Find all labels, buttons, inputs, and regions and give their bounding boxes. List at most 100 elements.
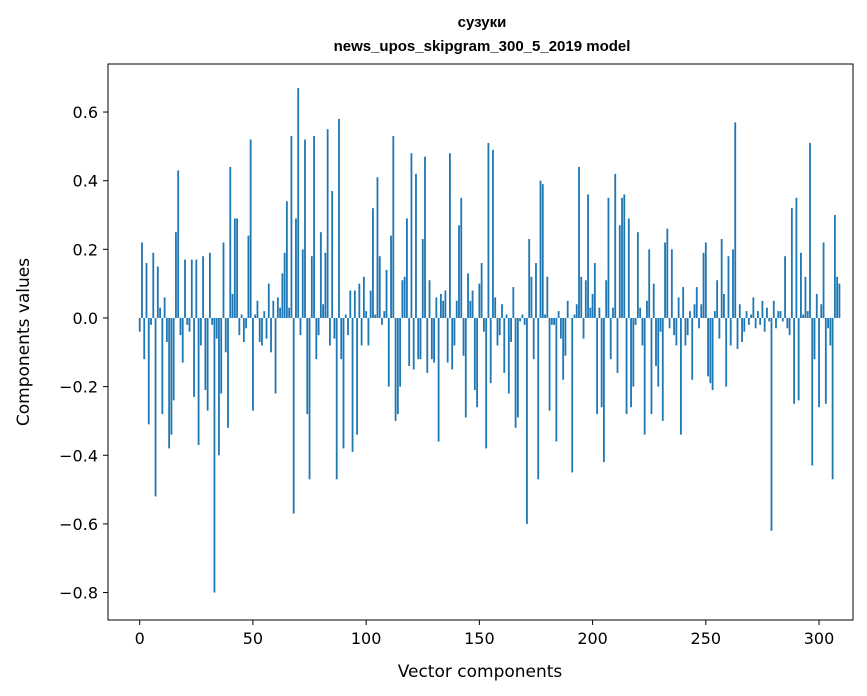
bar [677,297,680,318]
bar [236,218,238,318]
bar [800,252,802,318]
bar [220,317,223,394]
bar [156,266,159,318]
bar [141,242,143,318]
bar [267,283,270,318]
bar [186,317,189,325]
bar [596,317,599,415]
bar [732,249,734,318]
bar [417,317,420,360]
bar [401,280,404,318]
bar [684,317,687,346]
bar [292,317,295,514]
bar [539,180,542,318]
bar [734,122,737,318]
bar [356,317,358,435]
bar [412,317,415,370]
bar [329,317,331,346]
bar [464,317,467,418]
bar [575,304,578,318]
bar [747,317,750,325]
bar [467,273,469,318]
bar [668,317,671,329]
bar [680,317,682,435]
bar [213,317,216,593]
bar [224,317,227,353]
bar [270,317,272,353]
bar [165,317,168,342]
bar [252,317,254,411]
bar [451,317,454,370]
bar [519,317,522,322]
bar [675,317,678,346]
bar [394,317,397,421]
bar [419,317,422,360]
bar [435,297,438,318]
bar [442,300,445,318]
bar [340,317,343,360]
bar [202,256,205,318]
bar [446,317,449,363]
bar [349,290,352,318]
bar [530,276,533,318]
bar [673,317,676,336]
bar [550,317,553,325]
bar [297,88,300,318]
bar [403,276,406,318]
bar [811,317,814,466]
bar [589,307,592,318]
bar [204,317,207,391]
bar [813,317,816,360]
bar [781,317,784,322]
bar [143,317,146,360]
bar [528,239,531,318]
bar [718,317,721,339]
bar [829,317,832,346]
bar [231,293,234,318]
x-tick-label: 150 [464,629,495,648]
bar [458,225,460,318]
bar [566,300,569,318]
y-tick-label: −0.4 [59,446,98,465]
bar [324,252,327,318]
bar [761,300,764,318]
bar [376,177,379,318]
bar [462,317,465,356]
bar [795,197,798,318]
bar [272,300,275,318]
bar [695,287,698,318]
plot-frame [107,63,854,621]
bar [276,297,279,318]
bar [342,317,345,449]
bar [630,317,632,408]
bar [725,317,728,387]
bar [245,317,248,329]
bar [786,317,789,329]
bar [265,317,268,339]
x-tick-label: 100 [351,629,382,648]
bar [308,317,311,480]
bar [711,317,714,391]
bar [229,166,232,318]
bar [716,280,719,318]
bar [326,129,329,318]
bar [759,317,762,325]
bar [655,317,657,367]
bar [215,317,218,339]
bar [288,307,291,318]
bar [310,256,313,318]
bar [652,283,655,318]
y-tick-label: 0.2 [73,240,98,259]
bar [707,317,709,377]
bar [378,256,381,318]
bar [421,239,424,318]
bar [607,197,610,318]
bar [591,293,594,318]
y-tick-label: 0.0 [73,309,98,328]
plot-area [108,64,853,620]
bar [319,232,322,318]
bar [815,293,818,318]
bar [600,317,603,408]
bar [163,297,166,318]
y-axis-label: Components values [14,258,34,426]
